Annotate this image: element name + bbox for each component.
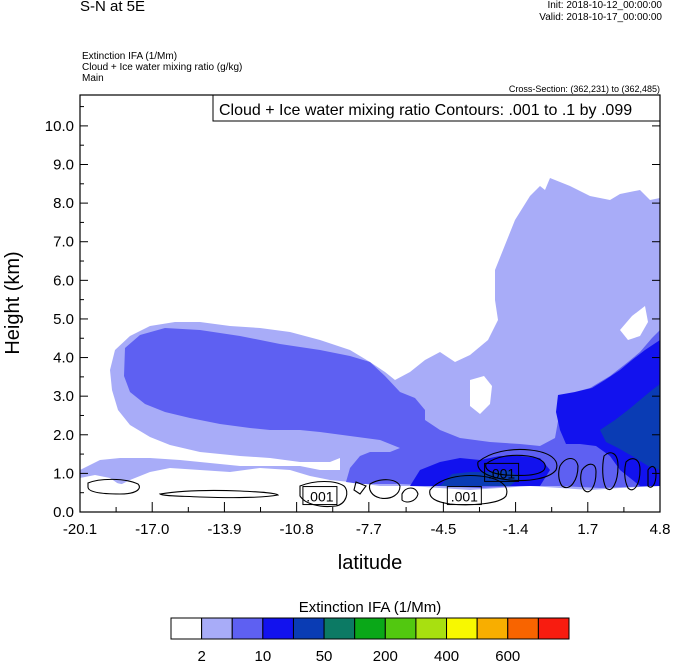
y-tick-label: 6.0 [53, 272, 74, 289]
y-axis-label: Height (km) [2, 251, 24, 354]
y-tick-label: 10.0 [45, 118, 74, 135]
colorbar-swatch [415, 617, 448, 640]
colorbar-swatch [201, 617, 233, 640]
y-tick-label: 1.0 [53, 465, 74, 482]
contour-line [429, 474, 508, 506]
plot-frame [79, 94, 661, 513]
contour-line [353, 481, 367, 495]
contour-label: .001 [451, 489, 478, 505]
colorbar-label: 400 [434, 648, 459, 665]
y-tick-label: 9.0 [53, 157, 74, 174]
chart-title: S-N at 5E [80, 0, 146, 15]
contour-line [477, 448, 558, 482]
init-time: Init: 2018-10-12_00:00:00 [547, 0, 662, 11]
y-tick-label: 4.0 [53, 350, 74, 367]
contour-line [580, 463, 597, 493]
colorbar-label: 600 [495, 648, 520, 665]
y-axis: 0.0 1.0 2.0 3.0 4.0 5.0 6.0 7.0 8.0 9.0 10.0 [45, 106, 660, 521]
colorbar: 2 10 50 200 400 600 [170, 617, 570, 665]
contour-line [158, 489, 280, 499]
contour-label-box [302, 486, 338, 506]
contour-line [87, 478, 140, 495]
colorbar-swatch [384, 617, 417, 640]
x-tick-label: -7.7 [356, 521, 382, 538]
y-tick-label: 2.0 [53, 427, 74, 444]
contour-label: .001 [488, 465, 515, 481]
contour-label: .001 [306, 489, 333, 505]
colorbar-label: 50 [316, 648, 333, 665]
contour-line [647, 465, 657, 488]
colorbar-label: 10 [255, 648, 272, 665]
x-axis-label: latitude [338, 552, 403, 574]
contour-line [602, 452, 619, 490]
colorbar-swatch [170, 617, 203, 640]
clear-gap-upper-right [620, 306, 648, 340]
y-tick-label: 0.0 [53, 504, 74, 521]
x-tick-label: -13.9 [207, 521, 241, 538]
colorbar-swatch [262, 617, 294, 640]
y-tick-label: 5.0 [53, 311, 74, 328]
colorbar-swatch [292, 617, 325, 640]
contour-line [624, 458, 641, 491]
contour-line [485, 454, 546, 477]
contour-label-box [484, 462, 520, 482]
cross-section-label: Cross-Section: (362,231) to (362,485) [508, 84, 660, 94]
y-tick-label: 7.0 [53, 234, 74, 251]
contour-title-box [212, 94, 661, 122]
x-tick-label: -20.1 [63, 521, 97, 538]
colorbar-swatch [354, 617, 386, 640]
colorbar-swatch [476, 617, 509, 640]
navy-core [600, 384, 660, 470]
colorbar-swatch [231, 617, 264, 640]
colorbar-label: 200 [373, 648, 398, 665]
contour-line [558, 457, 579, 488]
y-tick-label: 3.0 [53, 388, 74, 405]
field-description: Extinction IFA (1/Mm) [82, 51, 178, 62]
colorbar-swatch [507, 617, 539, 640]
extinction-field [80, 178, 660, 504]
colorbar-label: 2 [197, 648, 205, 665]
x-tick-label: 4.8 [650, 521, 671, 538]
contour-line [401, 487, 419, 503]
contour-label-group: .001 .001 .001 [302, 462, 520, 506]
medium-band [124, 328, 660, 488]
domain-label: Main [82, 73, 104, 84]
valid-time: Valid: 2018-10-17_00:00:00 [539, 12, 662, 23]
colorbar-swatch [446, 617, 478, 640]
colorbar-swatch [323, 617, 356, 640]
contour-label-box [446, 486, 482, 506]
contour-title: Cloud + Ice water mixing ratio Contours:… [219, 102, 632, 119]
x-tick-label: -1.4 [503, 521, 529, 538]
x-tick-label: 1.7 [577, 521, 598, 538]
contour-line [368, 479, 401, 499]
y-tick-label: 8.0 [53, 195, 74, 212]
x-tick-label: -10.8 [280, 521, 314, 538]
x-tick-label: -17.0 [135, 521, 169, 538]
clear-gap-right [470, 376, 492, 414]
colorbar-title: Extinction IFA (1/Mm) [299, 599, 442, 616]
mixing-ratio-contours [87, 448, 657, 508]
colorbar-swatch [537, 617, 570, 640]
x-axis: -20.1 -17.0 -13.9 -10.8 -7.7 -4.5 -1.4 1.7 4.8 [63, 502, 671, 538]
x-tick-label: -4.5 [430, 521, 456, 538]
contour-description: Cloud + Ice water mixing ratio (g/kg) [82, 62, 243, 73]
contour-line [299, 480, 348, 508]
